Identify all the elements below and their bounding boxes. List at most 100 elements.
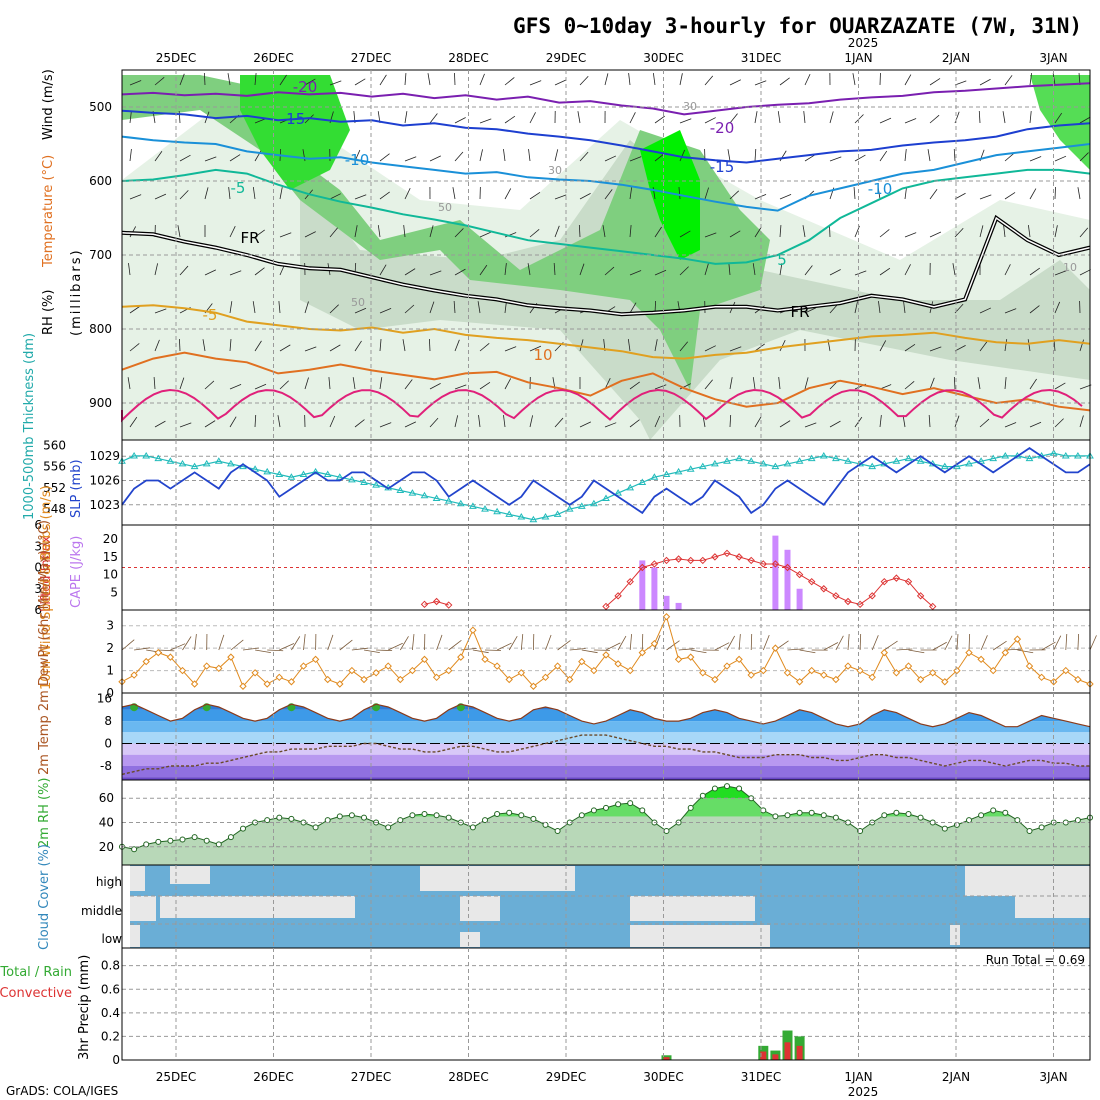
wind-barb <box>829 156 842 162</box>
wind-barb <box>553 263 556 276</box>
thickness-point <box>686 465 695 472</box>
wind-barb <box>1054 225 1058 238</box>
wind-barb <box>704 232 717 238</box>
lifted-index-cape-panel: 6 3 0 3 6 5 10 15 20 <box>34 518 1091 617</box>
credit-label: GrADS: COLA/IGES <box>6 1084 118 1098</box>
wind-barb <box>654 226 662 238</box>
wind-barb <box>1004 75 1013 86</box>
wind-barb <box>129 343 140 352</box>
thickness-point <box>154 454 163 462</box>
wind-barb <box>779 77 790 86</box>
wind-barb <box>879 150 888 162</box>
wind-point <box>674 655 683 664</box>
temp-band <box>122 743 1090 755</box>
temp-tick: 8 <box>104 714 112 728</box>
precip-tick: 0.6 <box>101 982 120 996</box>
rh-point <box>578 812 585 819</box>
rh-area <box>122 786 1090 865</box>
wind-barb <box>202 339 206 352</box>
wind-point <box>977 655 985 664</box>
wind-barb <box>304 301 309 314</box>
wind-point <box>1001 648 1010 657</box>
temp-bands <box>122 704 1090 780</box>
thickness-point <box>275 470 284 478</box>
wind-barb <box>404 73 407 86</box>
wind-barb <box>352 377 356 390</box>
bottom-date-tick: 31DEC <box>741 1070 781 1084</box>
wind-barb <box>829 111 834 124</box>
rh-point <box>385 824 392 831</box>
wind-barb <box>629 302 637 314</box>
wind-barb <box>835 635 844 651</box>
wind-barb <box>854 154 866 162</box>
wind-barb <box>578 224 581 238</box>
wind-barb <box>1004 308 1017 314</box>
wind-barb <box>354 340 362 352</box>
wind-barb <box>729 346 742 352</box>
wind-point <box>783 669 792 677</box>
wind-barb <box>329 344 341 352</box>
wind-barb <box>479 118 492 124</box>
wind-barb <box>704 263 709 276</box>
wind-barb <box>154 308 167 314</box>
cape-bar <box>639 560 646 610</box>
wind-barb <box>402 339 406 352</box>
wind-barb <box>904 187 907 200</box>
rh-shade <box>240 75 350 190</box>
temp-band <box>122 765 1090 778</box>
li-point <box>614 592 622 600</box>
wind-barb <box>472 649 489 654</box>
wind-barb <box>629 187 633 200</box>
contour-label: -15 <box>281 110 306 128</box>
temp-band <box>122 732 1090 744</box>
wind-barb <box>779 420 791 428</box>
wind-barb <box>479 149 483 162</box>
wind-barb <box>177 225 181 238</box>
temp-band <box>122 704 1090 710</box>
wind-barb <box>218 634 225 651</box>
top-date-tick: 29DEC <box>546 51 586 65</box>
pressure-label: (millibars) <box>69 248 84 336</box>
wind-barb <box>303 634 306 651</box>
wind-point <box>432 673 441 682</box>
top-date-tick: 1JAN <box>844 51 872 65</box>
wind-barb <box>254 414 257 428</box>
wind-tick: 3 <box>106 619 114 633</box>
cloud-cover-label: Cloud Cover (%) <box>37 844 52 950</box>
top-date-tick: 28DEC <box>448 51 488 65</box>
wind-barb <box>1054 270 1067 276</box>
wind-barb <box>904 118 917 124</box>
wind-barb <box>154 150 163 162</box>
wind-barb <box>527 263 531 276</box>
thickness-point <box>674 467 683 475</box>
bottom-date-tick: 29DEC <box>546 1070 586 1084</box>
wind-barb <box>379 191 390 200</box>
thickness-point <box>614 489 622 496</box>
wind-point <box>565 675 574 684</box>
cape-tick: 20 <box>103 532 118 546</box>
thickness-point <box>481 505 489 512</box>
wind-barb <box>229 416 237 428</box>
wind-barb <box>508 635 518 651</box>
contour-label: 50 <box>351 296 365 309</box>
wind-barb <box>1004 152 1015 162</box>
wind-point <box>820 671 828 679</box>
rh-point <box>784 812 791 819</box>
thickness-point <box>711 459 719 467</box>
wind-barb <box>629 112 636 124</box>
pressure-tick: 800 <box>89 322 112 336</box>
precip-total-label: Total / Rain <box>0 965 72 980</box>
wind-barb <box>170 643 186 651</box>
thickness-point <box>251 465 259 472</box>
rh-point <box>482 817 488 824</box>
wind-barb <box>1054 155 1067 162</box>
bottom-date-tick: 25DEC <box>156 1070 196 1084</box>
precip-tick: 0.2 <box>101 1029 120 1043</box>
wind-barb <box>1029 267 1041 276</box>
wind-barb <box>879 267 891 276</box>
wind-barb <box>804 265 813 276</box>
wind-barb <box>859 633 862 651</box>
wind-barb <box>799 649 816 654</box>
wind-barb <box>652 73 656 86</box>
thickness-point <box>662 470 671 478</box>
